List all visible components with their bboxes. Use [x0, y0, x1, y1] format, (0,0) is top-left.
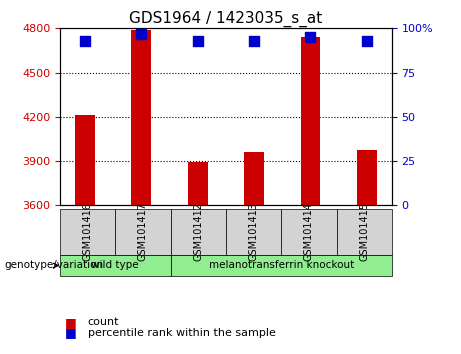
Bar: [301, 37, 320, 205]
Point: [81, 38, 89, 44]
Bar: [131, 30, 151, 205]
Text: GSM101413: GSM101413: [248, 202, 259, 261]
Bar: [75, 115, 95, 205]
Text: GSM101416: GSM101416: [83, 202, 93, 261]
Point: [307, 34, 314, 40]
Bar: [188, 162, 207, 205]
Text: genotype/variation: genotype/variation: [5, 261, 104, 270]
Bar: [357, 150, 377, 205]
Point: [363, 38, 371, 44]
Text: count: count: [88, 317, 119, 327]
Text: GSM101412: GSM101412: [193, 202, 203, 261]
Text: melanotransferrin knockout: melanotransferrin knockout: [208, 261, 354, 270]
Text: GSM101417: GSM101417: [138, 202, 148, 261]
Text: percentile rank within the sample: percentile rank within the sample: [88, 328, 276, 338]
Title: GDS1964 / 1423035_s_at: GDS1964 / 1423035_s_at: [129, 11, 323, 27]
Point: [137, 31, 145, 36]
Point: [194, 38, 201, 44]
Text: ■: ■: [65, 326, 76, 339]
Text: ■: ■: [65, 316, 76, 329]
Bar: [244, 152, 264, 205]
Text: wild type: wild type: [91, 261, 139, 270]
Text: GSM101414: GSM101414: [304, 202, 314, 261]
Text: GSM101415: GSM101415: [359, 202, 369, 261]
Point: [250, 38, 258, 44]
